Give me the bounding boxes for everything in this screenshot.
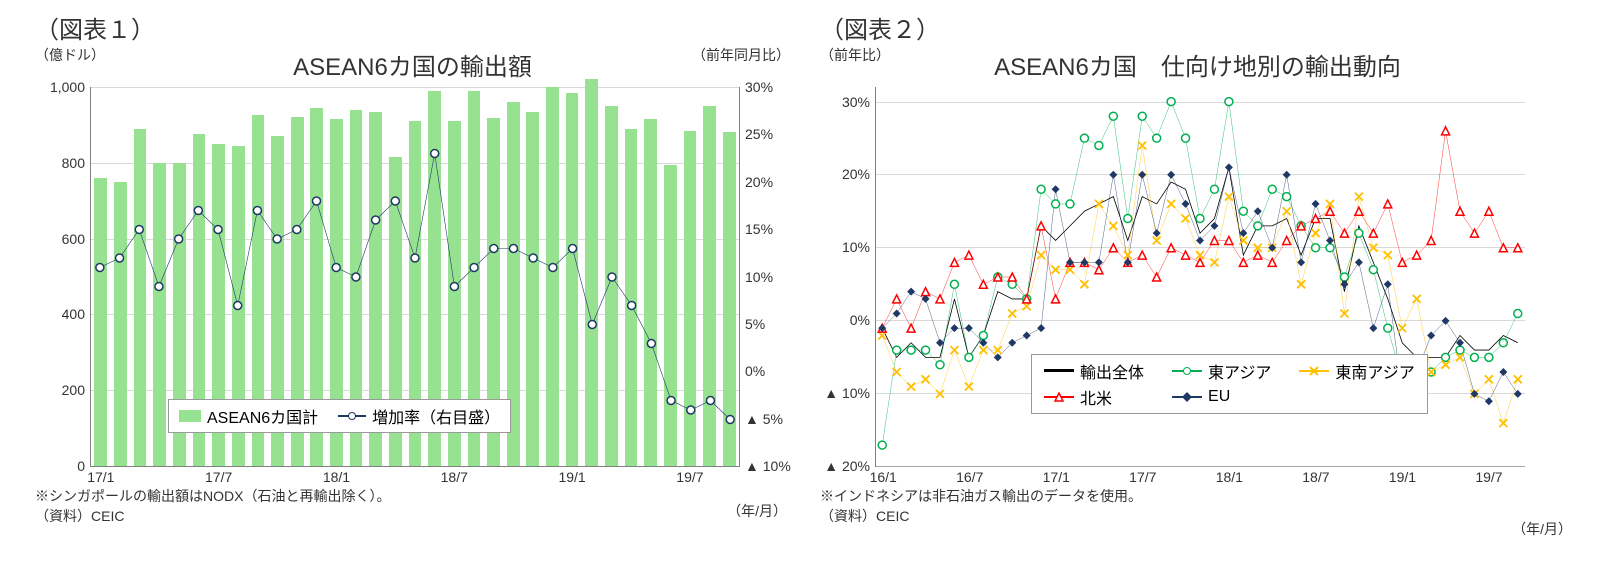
chart2-panel: （図表２） （前年比） ASEAN6カ国 仕向け地別の輸出動向 ▲ 20%▲ 1… [805, 10, 1590, 567]
chart2-legend: 輸出全体 東アジア 東南アジア北米 EU [1031, 354, 1428, 414]
legend-bar-item: ASEAN6カ国計 [179, 404, 318, 428]
chart1-ylabel-left: （億ドル） [35, 45, 105, 65]
chart1-footnote: ※シンガポールの輸出額はNODX（石油と再輸出除く）。 （資料）CEIC [35, 487, 790, 526]
legend-line-item: 増加率（右目盛） [338, 404, 500, 428]
chart2-xunit: （年/月） [1512, 519, 1572, 539]
chart2-ylabel: （前年比） [820, 45, 890, 65]
chart2-title: ASEAN6カ国 仕向け地別の輸出動向 [820, 47, 1575, 82]
chart2-label: （図表２） [820, 10, 1575, 45]
legend-item-東南アジア: 東南アジア [1299, 359, 1414, 383]
chart1-plot: 02004006008001,000▲ 10%▲ 5%0%5%10%15%20%… [90, 87, 740, 467]
legend-item-EU: EU [1172, 388, 1271, 406]
legend-item-輸出全体: 輸出全体 [1044, 359, 1144, 383]
chart2-plot: ▲ 20%▲ 10%0%10%20%30%16/116/717/117/718/… [875, 87, 1525, 467]
chart1-panel: （図表１） （億ドル） ASEAN6カ国の輸出額 （前年同月比） 0200400… [20, 10, 805, 567]
legend-item-東アジア: 東アジア [1172, 359, 1271, 383]
chart1-title: ASEAN6カ国の輸出額 [35, 47, 790, 82]
chart2-footnote: ※インドネシアは非石油ガス輸出のデータを使用。 （資料）CEIC [820, 487, 1575, 526]
legend-item-北米: 北米 [1044, 385, 1144, 409]
chart1-ylabel-right: （前年同月比） [692, 45, 790, 65]
chart1-xunit: （年/月） [727, 501, 787, 521]
chart1-legend: ASEAN6カ国計 増加率（右目盛） [168, 399, 511, 433]
chart1-label: （図表１） [35, 10, 790, 45]
